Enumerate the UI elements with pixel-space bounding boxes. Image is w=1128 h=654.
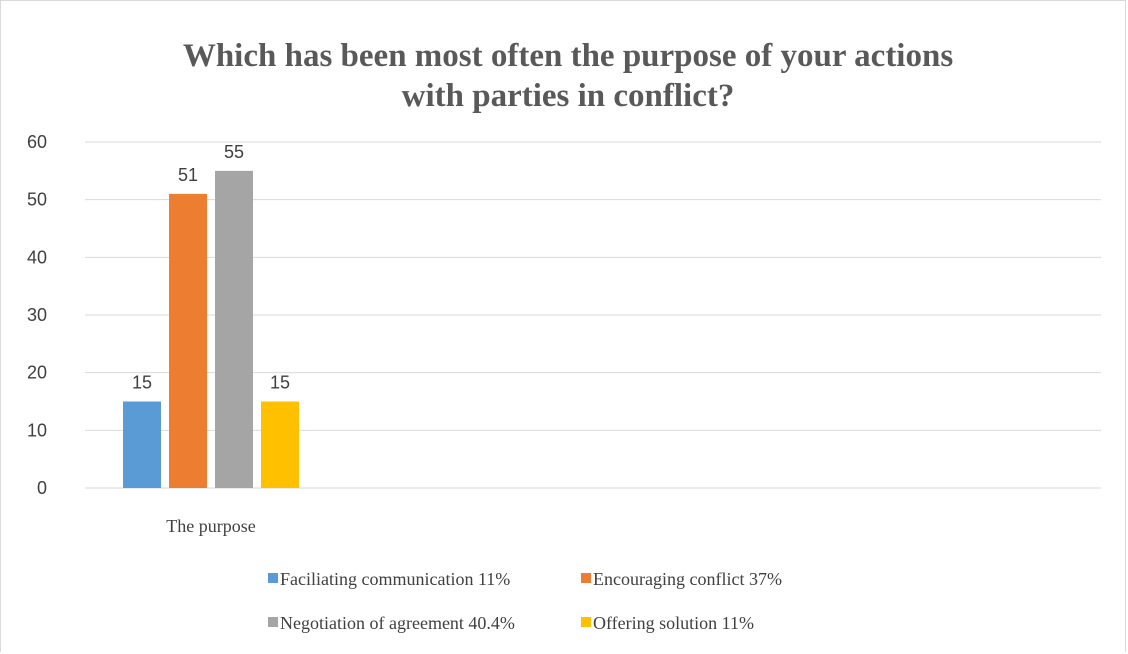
bar — [261, 401, 299, 488]
chart-title: Which has been most often the purpose of… — [183, 38, 954, 114]
legend-swatch — [268, 617, 278, 627]
y-tick-label: 40 — [27, 247, 47, 267]
legend-swatch — [581, 573, 591, 583]
data-label: 55 — [224, 142, 244, 162]
legend-label: Negotiation of agreement 40.4% — [280, 613, 515, 633]
gridlines — [85, 141, 1101, 489]
y-tick-label: 30 — [27, 305, 47, 325]
data-label: 51 — [178, 165, 198, 185]
x-category-label: The purpose — [166, 516, 255, 536]
y-tick-label: 20 — [27, 363, 47, 383]
chart-title-line-2: with parties in conflict? — [402, 78, 735, 114]
data-label: 15 — [132, 373, 152, 393]
bars — [123, 170, 299, 489]
legend-swatch — [268, 573, 278, 583]
legend-swatch — [581, 617, 591, 627]
bar — [123, 401, 161, 488]
bar — [169, 193, 207, 488]
legend: Faciliating communication 11% Encouraging… — [268, 569, 782, 633]
y-tick-label: 50 — [27, 190, 47, 210]
y-axis-ticks: 0 10 20 30 40 50 60 — [27, 132, 47, 498]
legend-label: Offering solution 11% — [593, 613, 754, 633]
y-tick-label: 10 — [27, 420, 47, 440]
legend-label: Encouraging conflict 37% — [593, 569, 782, 589]
bar — [215, 170, 253, 489]
y-tick-label: 60 — [27, 132, 47, 152]
legend-label: Faciliating communication 11% — [280, 569, 510, 589]
data-labels: 15 51 55 15 — [132, 142, 290, 393]
data-label: 15 — [270, 373, 290, 393]
x-axis-categories: The purpose — [166, 516, 255, 536]
chart-title-line-1: Which has been most often the purpose of… — [183, 38, 954, 74]
y-tick-label: 0 — [37, 478, 47, 498]
